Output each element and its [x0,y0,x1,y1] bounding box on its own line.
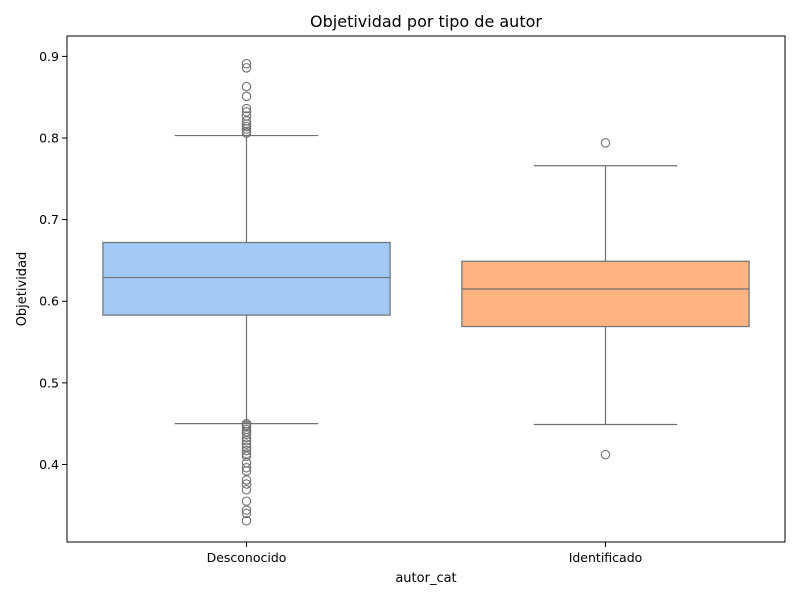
outlier-point [241,429,252,440]
outlier-point [241,462,252,473]
x-tick-label: Desconocido [207,550,287,565]
y-axis-label: Objetividad [15,252,30,327]
y-tick-label: 0.6 [39,294,59,309]
outlier-point [241,91,252,102]
box [102,241,391,316]
outlier-point [241,422,252,432]
outlier-point [241,58,252,69]
outlier-point [241,485,252,495]
box [461,260,750,328]
outlier-point [241,119,252,129]
outlier-point [241,124,252,134]
y-axis: 0.4 0.5 0.6 0.7 0.8 0.9 [39,49,67,472]
outlier-point [241,516,252,526]
boxes-layer [102,58,750,526]
y-tick-label: 0.4 [39,457,59,472]
outlier-point [241,439,252,449]
outlier-point [241,458,252,468]
outlier-point [241,432,252,443]
outlier-point [241,496,252,506]
outlier-point [241,475,252,485]
outlier-point [241,128,252,138]
x-tick-label: Identificado [569,550,643,565]
outlier-point [241,451,252,462]
outlier-point [600,138,611,148]
outlier-point [241,508,252,519]
chart-title: Objetividad por tipo de autor [310,12,542,31]
outlier-point [241,505,252,515]
y-tick-label: 0.8 [39,131,59,146]
y-tick-label: 0.7 [39,212,59,227]
outlier-point [241,427,252,437]
outlier-point [241,466,252,476]
outlier-point [241,63,252,73]
outlier-point [241,103,252,114]
y-tick-label: 0.9 [39,49,59,64]
outlier-point [241,436,252,446]
box-group-identificado [461,138,750,460]
outlier-point [241,479,252,489]
plot-area [66,35,786,543]
y-tick-label: 0.5 [39,375,59,390]
outlier-point [241,445,252,456]
outlier-point [241,442,252,453]
outlier-point [241,121,252,132]
outlier-point [600,449,611,460]
x-axis: Desconocido Identificado [207,542,643,565]
outlier-point [241,107,252,117]
outlier-point [241,81,252,92]
outlier-point [241,449,252,459]
x-axis-label: autor_cat [395,571,456,586]
box-group-desconocido [102,58,391,526]
